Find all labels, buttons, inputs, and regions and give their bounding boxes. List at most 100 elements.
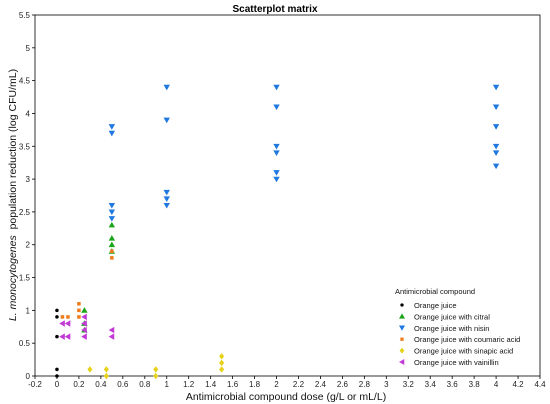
data-point [81,326,87,334]
x-tick-label: 2.8 [359,380,371,389]
axis-ticks: -0.2 0 0.2 0.4 0.6 0.8 1 1.2 1.4 1.6 1.8 2 2.2 2.4 2.6… [19,11,546,389]
data-point [108,209,116,216]
data-point [59,333,65,340]
data-point [163,117,170,124]
series-square [60,249,114,319]
x-tick-label: 2.6 [337,380,349,389]
data-point [110,249,114,254]
data-point [55,334,59,339]
data-point [219,366,225,373]
data-point [77,302,81,306]
legend-entry: Orange juice [414,301,457,310]
x-tick-label: 0 [55,380,60,389]
x-tick-label: 0.4 [95,380,107,389]
legend-marker [399,313,405,319]
x-tick-label: 3.4 [425,380,437,389]
data-point [55,374,59,378]
data-point [81,307,88,313]
data-point [492,163,500,170]
y-tick-label: 1 [26,306,31,315]
x-axis-label: Antimicrobial compound dose (g/L or mL/L… [186,391,386,403]
plot-area [34,14,541,377]
series-triangle-down [108,84,500,222]
x-tick-label: 2.4 [315,380,327,389]
data-point [273,170,280,176]
x-tick-label: 2.2 [293,380,305,389]
data-point [219,359,225,367]
data-point [492,143,500,150]
data-point [108,241,116,248]
data-point [273,150,280,157]
legend-title: Antimicrobial compound [395,287,475,296]
data-point [81,313,87,321]
legend-marker [400,337,404,341]
data-point [492,150,500,157]
data-point [492,84,500,91]
data-point [81,333,87,340]
data-point [163,84,170,91]
x-tick-label: 1 [165,380,170,389]
data-point [77,308,81,313]
chart-title: Scatterplot matrix [232,4,317,15]
data-point [153,366,159,373]
x-tick-label: 1.2 [183,380,195,389]
data-point [163,189,170,196]
x-tick-label: 4 [494,380,499,389]
y-tick-label: 0 [26,372,31,381]
x-tick-label: 3.6 [447,380,459,389]
data-point [103,372,109,380]
data-point [103,366,109,373]
data-points [55,84,500,380]
series-circle [55,308,59,378]
y-axis-label-italic: L. monocytogenes [7,235,19,322]
y-axis-label-rest: population reduction (log CFU/mL) [7,69,19,235]
legend-marker [399,325,405,331]
legend-entry: Orange juice with nisin [414,324,489,333]
y-tick-label: 5.5 [19,11,31,20]
data-point [108,130,116,137]
data-point [60,315,65,319]
legend: Antimicrobial compound Orange juice Orang… [395,287,520,367]
data-point [153,372,159,380]
y-tick-label: 0.5 [19,339,31,348]
data-point [81,320,87,327]
y-tick-label: 3 [26,175,31,184]
x-tick-label: 1.6 [227,380,239,389]
x-tick-label: 1.4 [205,380,217,389]
data-point [492,104,500,111]
y-axis-label: L. monocytogenes population reduction (l… [7,69,19,321]
data-point [108,333,115,340]
data-point [273,84,280,91]
x-tick-label: 0.8 [139,380,151,389]
data-point [110,256,114,260]
data-point [108,326,115,334]
x-tick-label: 2 [274,380,279,389]
data-point [492,124,500,130]
data-point [64,320,71,327]
data-point [108,221,116,228]
x-tick-label: 1.8 [249,380,261,389]
data-point [77,315,81,319]
legend-marker [399,359,405,365]
legend-entry: Orange juice with sinapic acid [414,347,513,356]
series-triangle-left [59,313,115,340]
data-point [219,353,225,360]
x-tick-label: -0.2 [28,380,42,389]
x-tick-label: 3 [384,380,389,389]
data-point [64,333,71,340]
data-point [273,143,280,150]
legend-entry: Orange juice with vainillin [414,358,499,367]
x-tick-label: 3.8 [469,380,481,389]
data-point [55,315,59,319]
series-diamond [87,353,225,380]
data-point [273,104,280,111]
data-point [108,216,116,222]
data-point [59,320,65,327]
data-point [55,308,59,313]
y-tick-label: 4 [26,109,31,118]
x-tick-label: 0.2 [73,380,85,389]
data-point [108,234,116,241]
y-tick-label: 5 [26,44,31,53]
data-point [87,366,93,373]
